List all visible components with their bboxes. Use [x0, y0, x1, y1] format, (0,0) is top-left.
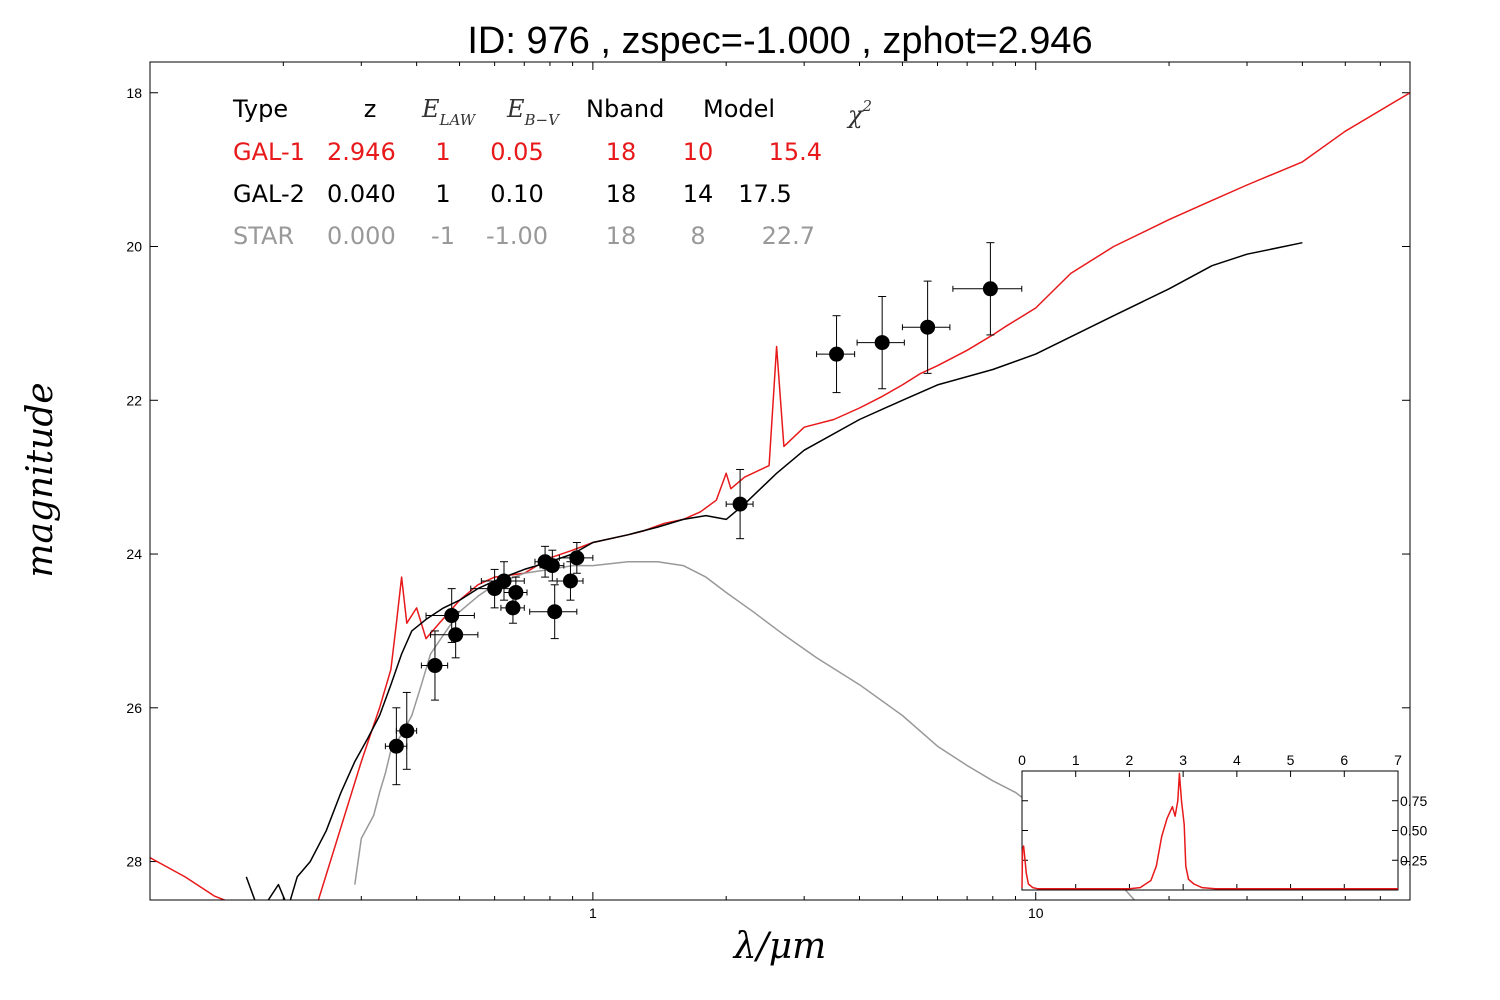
inset-x-tick-label: 1	[1072, 752, 1080, 768]
inset-x-tick-label: 6	[1340, 752, 1348, 768]
inset-pdz-line	[1021, 772, 1398, 890]
photometry-point	[562, 573, 578, 589]
inset-y-tick-label: 0.75	[1400, 793, 1427, 809]
table-cell: STAR	[233, 222, 294, 250]
inset-y-tick-label: 0.25	[1400, 852, 1427, 868]
inset-x-tick-label: 2	[1126, 752, 1134, 768]
table-cell: 8	[690, 222, 705, 250]
table-header-z: z	[364, 95, 377, 123]
table-row-gal2: GAL-2 0.040 1 0.10 18 14 17.5	[233, 180, 792, 208]
table-cell: GAL-1	[233, 138, 305, 166]
series-line-star	[354, 560, 1136, 900]
table-header-nband: Nband	[586, 95, 664, 123]
table-cell: 1	[435, 180, 450, 208]
table-cell: 18	[606, 222, 637, 250]
x-tick-label: 10	[1028, 905, 1044, 921]
table-header-model: Model	[703, 95, 775, 123]
y-tick-label: 26	[126, 700, 142, 716]
x-tick-label: 1	[589, 905, 597, 921]
plot-frame	[149, 61, 1411, 901]
photometry-point	[496, 573, 512, 589]
inset-x-tick-label: 7	[1394, 752, 1402, 768]
photometry-point	[982, 281, 998, 297]
table-cell: 0.000	[327, 222, 396, 250]
photometry-point	[399, 723, 415, 739]
photometry-point	[544, 558, 560, 574]
table-cell: 22.7	[762, 222, 815, 250]
table-cell: 1	[435, 138, 450, 166]
table-cell: 10	[683, 138, 714, 166]
photometry-point	[569, 550, 585, 566]
table-header-ebv: EB−V	[506, 95, 561, 129]
table-cell: 18	[606, 180, 637, 208]
photometry-point	[448, 627, 464, 643]
y-axis-label: magnitude	[20, 382, 61, 577]
legend-table: Type z Nband Model ELAW EB−V χ2 GAL-1 2.946 1 0.05…	[232, 95, 872, 250]
y-tick-label: 22	[126, 392, 142, 408]
y-tick-label: 18	[126, 85, 142, 101]
photometry-point	[732, 496, 748, 512]
table-row-gal1: GAL-1 2.946 1 0.05 18 10 15.4	[233, 138, 822, 166]
inset-y-tick-label: 0.50	[1400, 823, 1427, 839]
table-cell: 15.4	[769, 138, 822, 166]
inset-frame	[1021, 770, 1399, 891]
photometry-point	[829, 346, 845, 362]
table-header-chi2: χ2	[846, 97, 872, 129]
table-header-elaw: ELAW	[421, 95, 477, 129]
table-row-star: STAR 0.000 -1 -1.00 18 8 22.7	[233, 222, 815, 250]
x-axis-label: λ/μm	[732, 926, 826, 967]
chart-title: ID: 976 , zspec=-1.000 , zphot=2.946	[467, 20, 1092, 62]
table-cell: 0.10	[490, 180, 543, 208]
table-cell: -1	[431, 222, 455, 250]
photometry-point	[388, 738, 404, 754]
photometry-point	[547, 604, 563, 620]
y-tick-label: 24	[126, 546, 142, 562]
inset-x-tick-label: 4	[1233, 752, 1241, 768]
photometry-point	[874, 335, 890, 351]
series-line-gal2	[245, 241, 1303, 900]
table-cell: 0.05	[490, 138, 543, 166]
table-cell: 14	[683, 180, 714, 208]
photometry-point	[508, 584, 524, 600]
y-tick-label: 20	[126, 239, 142, 255]
photometry-point	[920, 319, 936, 335]
inset-x-tick-label: 3	[1179, 752, 1187, 768]
photometry-point	[427, 658, 443, 674]
table-cell: 18	[606, 138, 637, 166]
table-cell: GAL-2	[233, 180, 305, 208]
table-header-type: Type	[232, 95, 288, 123]
photometry-point	[444, 608, 460, 624]
inset-redshift-distribution: 0 1 2 3 4 5 6 7 0.25 0.50 0.75	[1018, 752, 1427, 891]
series-line-gal1	[150, 92, 1410, 900]
table-cell: 0.040	[327, 180, 396, 208]
table-cell: 17.5	[738, 180, 791, 208]
inset-x-tick-label: 5	[1287, 752, 1295, 768]
table-cell: 2.946	[327, 138, 396, 166]
y-tick-label: 28	[126, 854, 142, 870]
inset-x-tick-label: 0	[1018, 752, 1026, 768]
table-cell: -1.00	[486, 222, 548, 250]
